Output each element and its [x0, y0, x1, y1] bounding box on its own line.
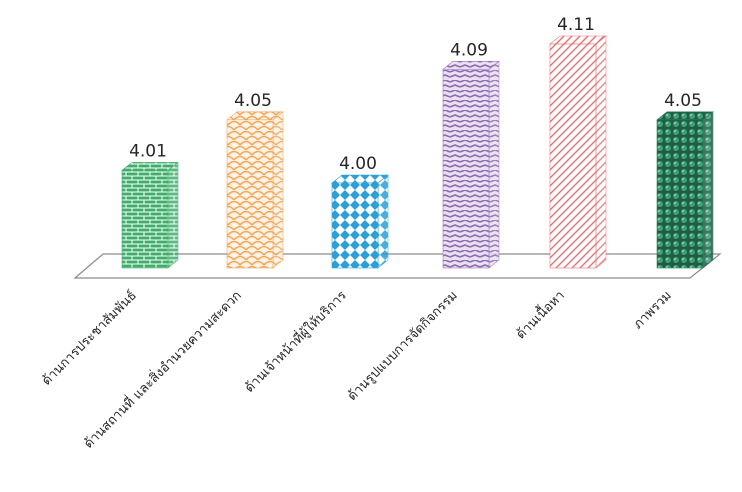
data-label: 4.05 — [234, 91, 272, 111]
bar-side-face — [377, 174, 389, 269]
data-label: 4.05 — [664, 91, 702, 111]
bar-5 — [549, 35, 607, 269]
bar-top-face — [121, 162, 179, 171]
bar-front-face — [442, 68, 490, 269]
bar-4 — [442, 60, 500, 269]
data-label: 4.09 — [450, 40, 488, 60]
bar-6 — [656, 111, 714, 269]
bar-top-face — [331, 174, 389, 184]
category-label: ด้านเจ้าหน้าที่ผู้ให้บริการ — [241, 287, 350, 396]
bar-top-face — [656, 111, 714, 121]
bar-side-face — [272, 111, 284, 269]
data-label: 4.11 — [557, 15, 595, 35]
category-label: ด้านเนื้อหา — [512, 286, 568, 342]
bar-top-face — [442, 60, 500, 70]
bar-side-face — [595, 35, 607, 269]
bar-front-face — [226, 119, 274, 269]
bar-2 — [226, 111, 284, 269]
bar-front-face — [121, 170, 169, 269]
bar-side-face — [488, 60, 500, 269]
bar-top-face — [226, 111, 284, 121]
category-label: ด้านรูปแบบการจัดกิจกรรม — [345, 288, 461, 404]
bar-top-face — [549, 35, 607, 45]
category-label: ภาพรวม — [631, 288, 675, 332]
category-label: ด้านการประชาสัมพันธ์ — [39, 288, 140, 389]
bar-1 — [121, 161, 179, 269]
bar-front-face — [549, 43, 597, 269]
bar-3 — [331, 174, 389, 269]
data-label: 4.00 — [339, 154, 377, 174]
bar-front-face — [656, 119, 704, 269]
bar-side-face — [702, 111, 714, 269]
bar-front-face — [331, 182, 379, 269]
data-label: 4.01 — [129, 141, 167, 161]
bar-side-face — [167, 161, 179, 269]
